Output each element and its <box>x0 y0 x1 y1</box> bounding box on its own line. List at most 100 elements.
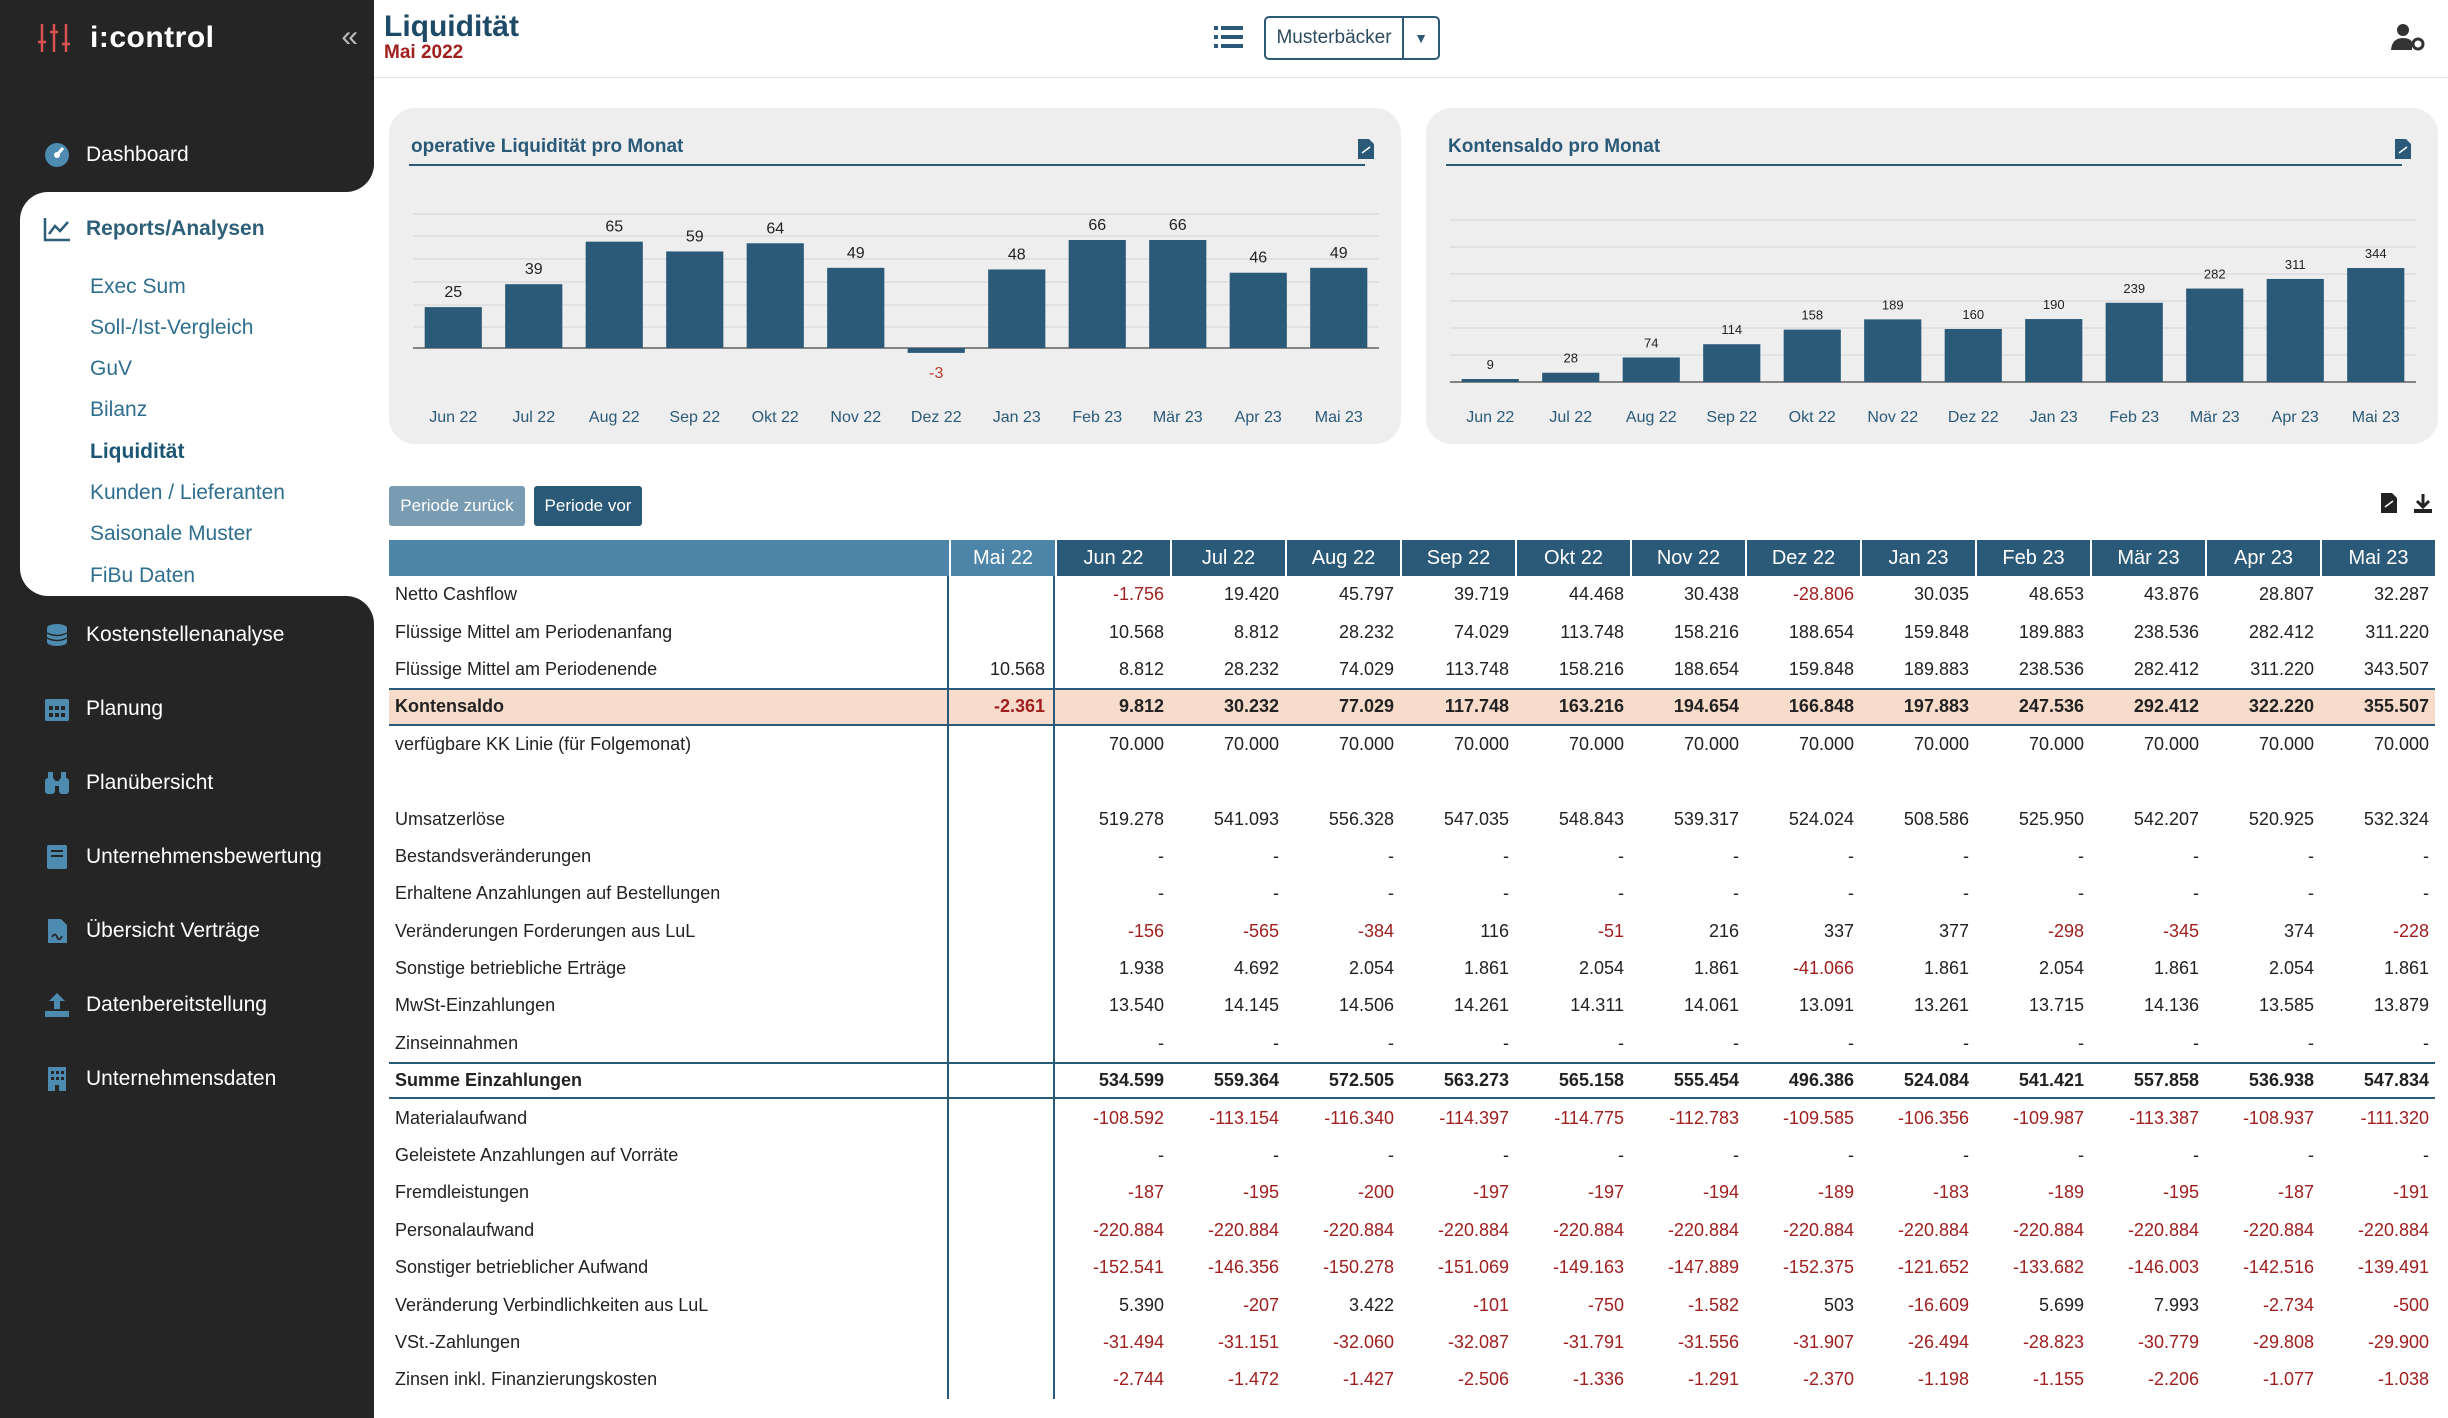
table-cell: 216 <box>1708 920 1739 941</box>
double-chevron-left-icon[interactable]: « <box>341 20 358 53</box>
bar[interactable] <box>1229 272 1287 348</box>
table-cell: 9.812 <box>1118 696 1164 717</box>
table-header-cell[interactable]: Aug 22 <box>1285 540 1400 576</box>
caret-down-icon[interactable]: ▼ <box>1402 18 1438 58</box>
table-header-cell[interactable]: Nov 22 <box>1630 540 1745 576</box>
bar[interactable] <box>2186 288 2244 382</box>
table-cell: 5.699 <box>2038 1294 2084 1315</box>
table-header-cell[interactable]: Mär 23 <box>2090 540 2205 576</box>
sidebar-sub-fibu[interactable]: FiBu Daten <box>90 564 196 587</box>
bar[interactable] <box>827 267 885 348</box>
sidebar-sub-bilanz[interactable]: Bilanz <box>90 398 148 421</box>
bar[interactable] <box>1310 267 1368 348</box>
table-cell: 74.029 <box>1453 621 1509 642</box>
table-header-cell[interactable]: Dez 22 <box>1745 540 1860 576</box>
table-cell: -41.066 <box>1792 958 1854 979</box>
company-select[interactable]: Musterbäcker ▼ <box>1264 16 1440 60</box>
data-label: 282 <box>2204 267 2226 282</box>
bar[interactable] <box>1461 379 1519 383</box>
bar[interactable] <box>1542 372 1600 382</box>
sidebar-item-vertraege[interactable]: Übersicht Verträge <box>42 916 260 946</box>
table-header-cell[interactable]: Feb 23 <box>1975 540 2090 576</box>
sidebar-sub-liquiditaet[interactable]: Liquidität <box>90 440 185 463</box>
sidebar-item-planuebersicht[interactable]: Planübersicht <box>42 768 213 798</box>
sidebar-sub-exec-sum[interactable]: Exec Sum <box>90 275 186 298</box>
table-cell: 282.412 <box>2133 658 2199 679</box>
table-cell: 238.536 <box>2133 621 2199 642</box>
x-tick-label: Sep 22 <box>1706 409 1757 426</box>
sidebar-sub-soll-ist[interactable]: Soll-/Ist-Vergleich <box>90 316 254 339</box>
pdf-icon[interactable] <box>1357 138 1375 160</box>
table-header-cell[interactable]: Jul 22 <box>1170 540 1285 576</box>
sidebar-sub-guv[interactable]: GuV <box>90 357 133 380</box>
table-cell: 524.024 <box>1788 808 1854 829</box>
table-cell: -146.356 <box>1207 1257 1279 1278</box>
download-icon[interactable] <box>2412 492 2434 514</box>
table-cell <box>1515 763 1630 800</box>
table-cell: -114.397 <box>1439 1107 1509 1128</box>
pdf-export-icon[interactable] <box>2380 492 2398 514</box>
sidebar-item-label: Datenbereitstellung <box>86 993 267 1016</box>
bar[interactable] <box>1149 240 1207 348</box>
table-header-cell[interactable]: Jan 23 <box>1860 540 1975 576</box>
table-cell: -109.987 <box>2012 1107 2084 1128</box>
table-header-cell[interactable]: Okt 22 <box>1515 540 1630 576</box>
table-cell: 70.000 <box>1108 733 1164 754</box>
row-label: Zinsen inkl. Finanzierungskosten <box>389 1361 949 1399</box>
data-label: 49 <box>1330 245 1348 262</box>
period-next-button[interactable]: Periode vor <box>534 486 642 526</box>
sidebar-sub-saisonale[interactable]: Saisonale Muster <box>90 522 253 545</box>
bar[interactable] <box>2025 319 2083 382</box>
sidebar-item-datenbereitstellung[interactable]: Datenbereitstellung <box>42 990 267 1020</box>
bar[interactable] <box>907 348 965 353</box>
table-cell: 159.848 <box>1903 621 1969 642</box>
sidebar-item-dashboard[interactable]: Dashboard <box>42 140 189 170</box>
table-cell: 14.061 <box>1683 995 1739 1016</box>
table-cell: - <box>1503 1145 1509 1166</box>
table-header-cell[interactable]: Sep 22 <box>1400 540 1515 576</box>
bar[interactable] <box>585 241 643 348</box>
bar[interactable] <box>1864 319 1922 382</box>
sidebar-sub-kunden[interactable]: Kunden / Lieferanten <box>90 481 285 504</box>
table-cell: -121.652 <box>1897 1257 1969 1278</box>
table-cell: 13.879 <box>2373 995 2429 1016</box>
bar[interactable] <box>2347 268 2405 382</box>
table-row: Umsatzerlöse 519.278 541.093 556.328 547.035… <box>389 800 2435 838</box>
bar[interactable] <box>666 251 724 348</box>
bar[interactable] <box>2105 302 2163 382</box>
table-cell: 508.586 <box>1903 808 1969 829</box>
bar[interactable] <box>505 284 563 348</box>
list-icon[interactable] <box>1212 20 1246 54</box>
data-label: 59 <box>686 228 704 245</box>
sidebar-item-reports[interactable]: Reports/Analysen <box>42 214 265 244</box>
table-header-cell[interactable]: Mai 23 <box>2320 540 2435 576</box>
period-back-button[interactable]: Periode zurück <box>389 486 525 526</box>
table-header-cell[interactable]: Jun 22 <box>1055 540 1170 576</box>
table-cell: - <box>1963 845 1969 866</box>
bar[interactable] <box>424 307 482 348</box>
pdf-icon[interactable] <box>2394 138 2412 160</box>
table-cell: - <box>1733 1145 1739 1166</box>
table-header-cell[interactable]: Apr 23 <box>2205 540 2320 576</box>
brand[interactable]: i:control <box>36 18 215 58</box>
bar[interactable] <box>1622 357 1680 382</box>
x-tick-label: Mär 23 <box>2190 409 2240 426</box>
bar[interactable] <box>1703 344 1761 382</box>
bar[interactable] <box>1944 328 2002 382</box>
sidebar-item-unternehmensbewertung[interactable]: Unternehmensbewertung <box>42 842 322 872</box>
bar[interactable] <box>1783 329 1841 382</box>
table-cell: 1.861 <box>1463 958 1509 979</box>
table-cell: 188.654 <box>1788 621 1854 642</box>
bar[interactable] <box>1068 240 1126 348</box>
bar[interactable] <box>746 243 804 348</box>
table-header-cell[interactable]: Mai 22 <box>949 540 1055 576</box>
sidebar-item-kostenstellen[interactable]: Kostenstellenanalyse <box>42 620 284 650</box>
sidebar-item-planung[interactable]: Planung <box>42 694 163 724</box>
sidebar-item-unternehmensdaten[interactable]: Unternehmensdaten <box>42 1064 276 1094</box>
user-settings-icon[interactable] <box>2390 22 2426 52</box>
divider <box>1446 164 2402 166</box>
table-cell: -2.370 <box>1802 1369 1854 1390</box>
bar[interactable] <box>2266 278 2324 382</box>
table-cell: 377 <box>1938 920 1969 941</box>
bar[interactable] <box>988 269 1046 348</box>
